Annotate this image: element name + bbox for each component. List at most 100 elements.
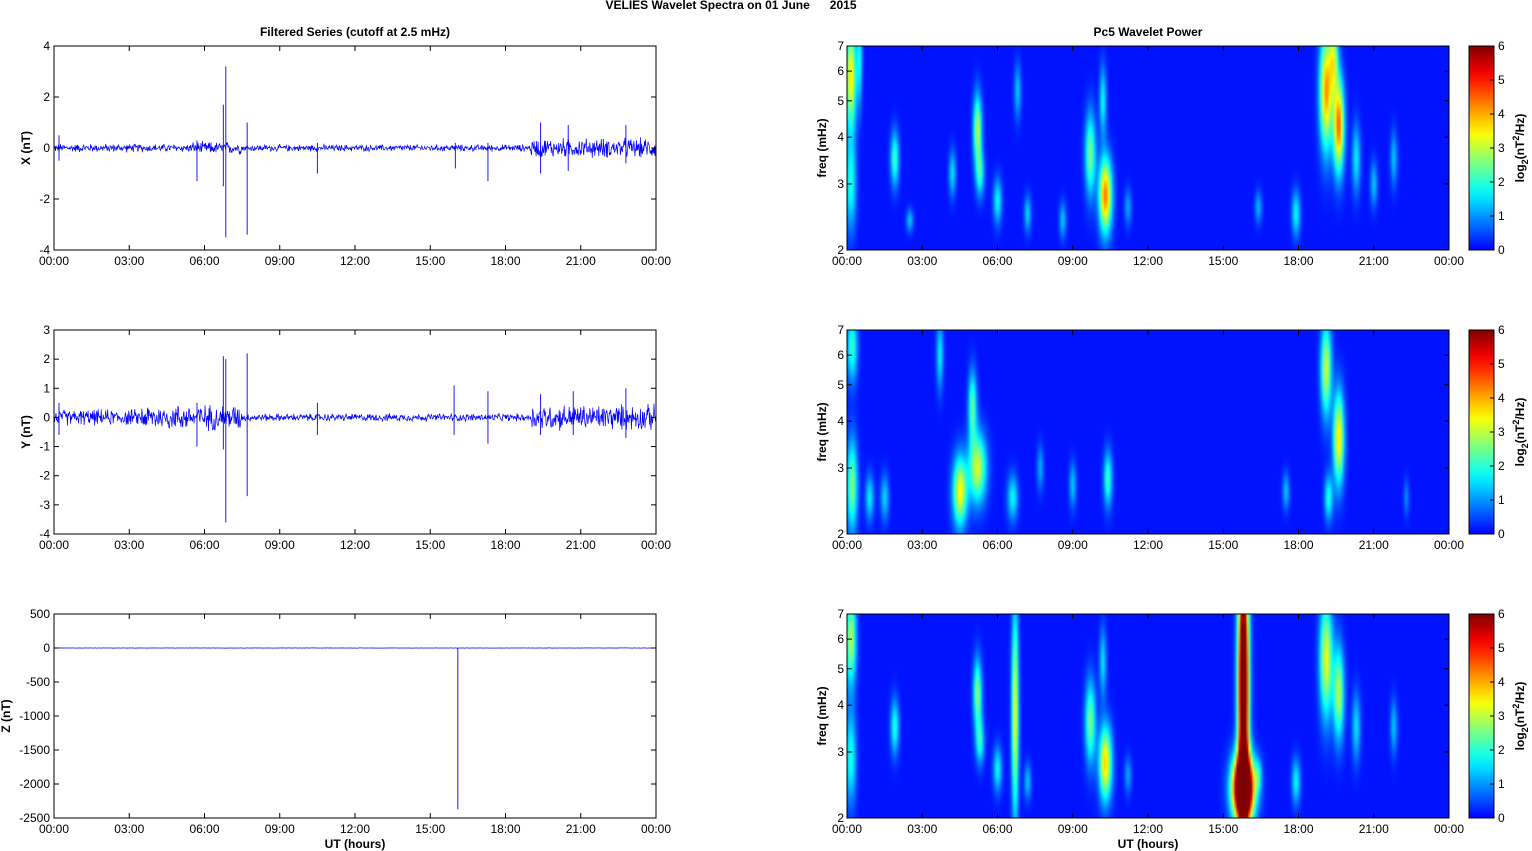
wavelet-0-xtick-label: 18:00: [1283, 254, 1313, 268]
series-2-ytick-label: -500: [26, 675, 50, 689]
wavelet-2-xtick-label: 09:00: [1058, 822, 1088, 836]
series-1-xtick-label: 06:00: [189, 538, 219, 552]
series-1-xtick-label: 15:00: [415, 538, 445, 552]
wavelet-0-xtick-label: 00:00: [1434, 254, 1464, 268]
series-1-xtick-label: 09:00: [265, 538, 295, 552]
series-2-ylabel: Z (nT): [0, 699, 13, 732]
series-1-ytick-label: -1: [39, 440, 50, 454]
wavelet-2-power-map: [847, 614, 1449, 818]
wavelet-panel-2: 2 3 4 5 6 7 freq (mHz) 0 1 2 3 4 5 6 log2(nT2/Hz): [815, 607, 1530, 825]
series-1-xtick-label: 21:00: [566, 538, 596, 552]
series-panel-2: -2500 -2000 -1500 -1000 -500 0 500 Z (nT): [0, 607, 657, 825]
wavelet-1-xtick-label: 09:00: [1058, 538, 1088, 552]
wavelet-1-ytick-label: 6: [837, 348, 844, 362]
series-2-xtick-label: 00:00: [39, 822, 69, 836]
series-panel-0: -4 -2 0 2 4 X (nT): [19, 39, 657, 257]
colorbar-0-tick-label: 3: [1498, 141, 1505, 155]
wavelet-panel-0: 2 3 4 5 6 7 freq (mHz) 0 1 2 3 4 5 6 log2(nT2/Hz): [815, 39, 1530, 257]
wavelet-2-ytick-label: 6: [837, 632, 844, 646]
series-0-xtick-label: 12:00: [340, 254, 370, 268]
wavelet-0-xtick-label: 12:00: [1133, 254, 1163, 268]
wavelet-2-ytick-label: 5: [837, 662, 844, 676]
wavelet-0-xtick-label: 00:00: [832, 254, 862, 268]
series-2-xtick-label: 18:00: [490, 822, 520, 836]
colorbar-1-tick-label: 4: [1498, 391, 1505, 405]
series-1-xtick-label: 12:00: [340, 538, 370, 552]
right-column-title: Pc5 Wavelet Power: [1094, 25, 1203, 39]
series-1-ytick-label: -3: [39, 498, 50, 512]
series-0-xtick-label: 00:00: [641, 254, 671, 268]
colorbar-0-tick-label: 6: [1498, 39, 1505, 53]
colorbar-0-label: log2(nT2/Hz): [1511, 114, 1530, 183]
series-1-xtick-label: 03:00: [114, 538, 144, 552]
wavelet-2-xtick-label: 12:00: [1133, 822, 1163, 836]
series-2-ytick-label: -2000: [19, 777, 50, 791]
wavelet-2-ytick-label: 4: [837, 698, 844, 712]
series-0-xtick-label: 21:00: [566, 254, 596, 268]
wavelet-0-xtick-label: 03:00: [907, 254, 937, 268]
wavelet-2-ytick-label: 7: [837, 607, 844, 621]
wavelet-0-ytick-label: 6: [837, 64, 844, 78]
series-0-ytick-label: 2: [43, 90, 50, 104]
series-0-ytick-label: 4: [43, 39, 50, 53]
series-1-ytick-label: -4: [39, 527, 50, 541]
wavelet-1-xtick-label: 12:00: [1133, 538, 1163, 552]
wavelet-1-xtick-label: 21:00: [1359, 538, 1389, 552]
series-2-xtick-label: 03:00: [114, 822, 144, 836]
series-0-xtick-label: 03:00: [114, 254, 144, 268]
colorbar-2-tick-label: 4: [1498, 675, 1505, 689]
series-1-ytick-label: 2: [43, 352, 50, 366]
colorbar-1-tick-label: 6: [1498, 323, 1505, 337]
series-0-xtick-label: 09:00: [265, 254, 295, 268]
wavelet-2-ytick-label: 3: [837, 745, 844, 759]
colorbar-0-tick-label: 0: [1498, 243, 1505, 257]
wavelet-1-xtick-label: 15:00: [1208, 538, 1238, 552]
series-2-ytick-label: -2500: [19, 811, 50, 825]
series-2-ytick-label: 500: [30, 607, 50, 621]
figure-title: VELIES Wavelet Spectra on 01 June 2015: [606, 0, 857, 12]
series-0-ytick-label: -4: [39, 243, 50, 257]
wavelet-1-ytick-label: 4: [837, 414, 844, 428]
series-0-ylabel: X (nT): [19, 131, 33, 165]
series-0-xtick-label: 06:00: [189, 254, 219, 268]
wavelet-1-ytick-label: 7: [837, 323, 844, 337]
colorbar-2-tick-label: 3: [1498, 709, 1505, 723]
wavelet-panel-1: 2 3 4 5 6 7 freq (mHz) 0 1 2 3 4 5 6 log2(nT2/Hz): [815, 323, 1530, 541]
colorbar-0-tick-label: 5: [1498, 73, 1505, 87]
colorbar-0-tick-label: 2: [1498, 175, 1505, 189]
series-panel-1-bg: [54, 330, 656, 534]
wavelet-0-ytick-label: 5: [837, 94, 844, 108]
colorbar-1: [1468, 329, 1495, 535]
wavelet-0-xtick-label: 06:00: [982, 254, 1012, 268]
wavelet-0-ytick-label: 7: [837, 39, 844, 53]
colorbar-0-tick-label: 4: [1498, 107, 1505, 121]
colorbar-2-tick-label: 0: [1498, 811, 1505, 825]
wavelet-2-xtick-label: 06:00: [982, 822, 1012, 836]
wavelet-0-ylabel: freq (mHz): [815, 118, 829, 177]
series-2-ytick-label: 0: [43, 641, 50, 655]
colorbar-1-tick-label: 2: [1498, 459, 1505, 473]
wavelet-2-xtick-label: 03:00: [907, 822, 937, 836]
series-2-xtick-label: 21:00: [566, 822, 596, 836]
series-2-ytick-label: -1500: [19, 743, 50, 757]
colorbar-2-label: log2(nT2/Hz): [1511, 682, 1530, 751]
wavelet-2-xtick-label: 15:00: [1208, 822, 1238, 836]
colorbar-1-tick-label: 3: [1498, 425, 1505, 439]
wavelet-2-xtick-label: 00:00: [832, 822, 862, 836]
wavelet-1-xtick-label: 03:00: [907, 538, 937, 552]
series-1-ytick-label: -2: [39, 469, 50, 483]
series-2-ytick-label: -1000: [19, 709, 50, 723]
wavelet-0-ytick-label: 3: [837, 177, 844, 191]
wavelet-0-ytick-label: 4: [837, 130, 844, 144]
series-0-ytick-label: -2: [39, 192, 50, 206]
colorbar-2: [1468, 613, 1495, 819]
colorbar-2-tick-label: 2: [1498, 743, 1505, 757]
series-1-ytick-label: 1: [43, 381, 50, 395]
wavelet-2-xlabel: UT (hours): [1118, 837, 1179, 851]
series-panel-1: -4 -3 -2 -1 0 1 2 3 Y (nT): [19, 323, 657, 541]
wavelet-1-xtick-label: 06:00: [982, 538, 1012, 552]
wavelet-1-ytick-label: 5: [837, 378, 844, 392]
series-2-xtick-label: 15:00: [415, 822, 445, 836]
wavelet-1-power-map: [847, 330, 1449, 534]
series-2-xtick-label: 12:00: [340, 822, 370, 836]
